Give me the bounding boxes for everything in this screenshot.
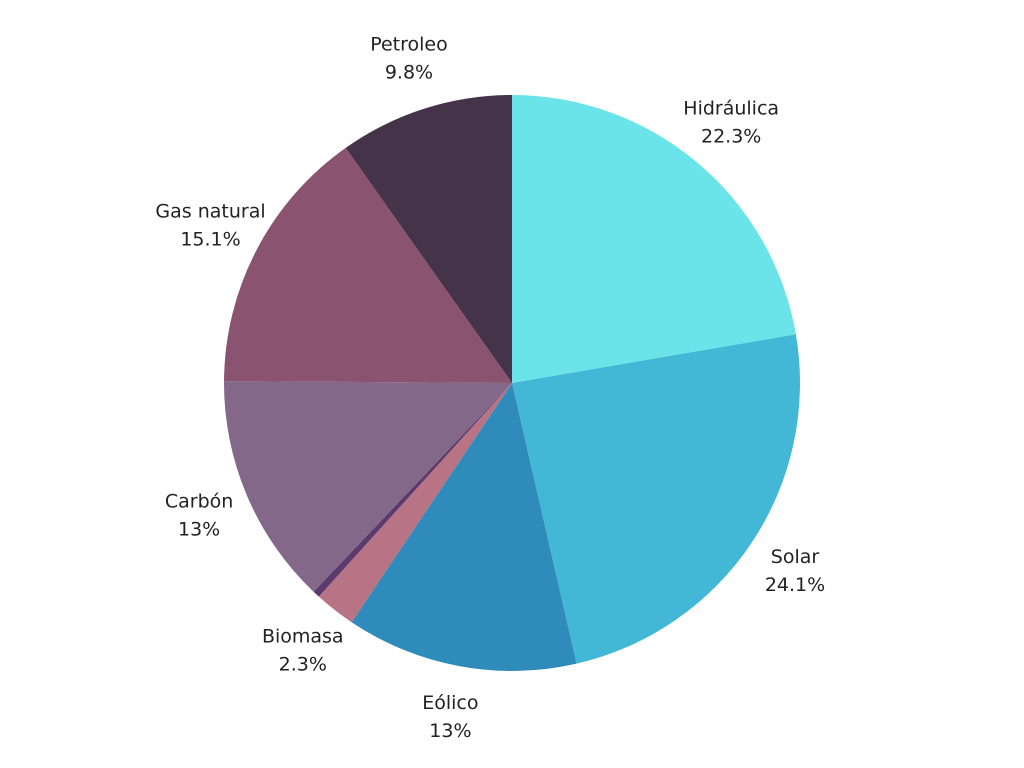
pie-slice bbox=[318, 383, 512, 623]
pie-slice bbox=[224, 147, 513, 383]
slice-value: 22.3% bbox=[701, 126, 761, 148]
slice-label: Hidráulica bbox=[683, 98, 779, 120]
pie-slice bbox=[224, 381, 512, 592]
slice-value: 9.8% bbox=[385, 61, 433, 83]
slice-label: Petroleo bbox=[370, 33, 448, 55]
pie-slice bbox=[351, 383, 577, 672]
slice-value: 24.1% bbox=[765, 574, 825, 596]
slice-label: Eólico bbox=[422, 692, 478, 714]
slice-label: Gas natural bbox=[155, 200, 265, 222]
slice-value: 13% bbox=[178, 519, 220, 541]
slice-value: 15.1% bbox=[180, 228, 240, 250]
pie-slice bbox=[512, 334, 801, 664]
pie-slice bbox=[313, 383, 512, 597]
slice-value: 13% bbox=[429, 720, 471, 742]
slice-label: Carbón bbox=[165, 491, 233, 513]
slice-label: Biomasa bbox=[262, 625, 344, 647]
pie-slice bbox=[345, 95, 512, 383]
pie-slice bbox=[512, 95, 796, 383]
slice-value: 2.3% bbox=[279, 653, 327, 675]
slice-label: Solar bbox=[771, 546, 820, 568]
